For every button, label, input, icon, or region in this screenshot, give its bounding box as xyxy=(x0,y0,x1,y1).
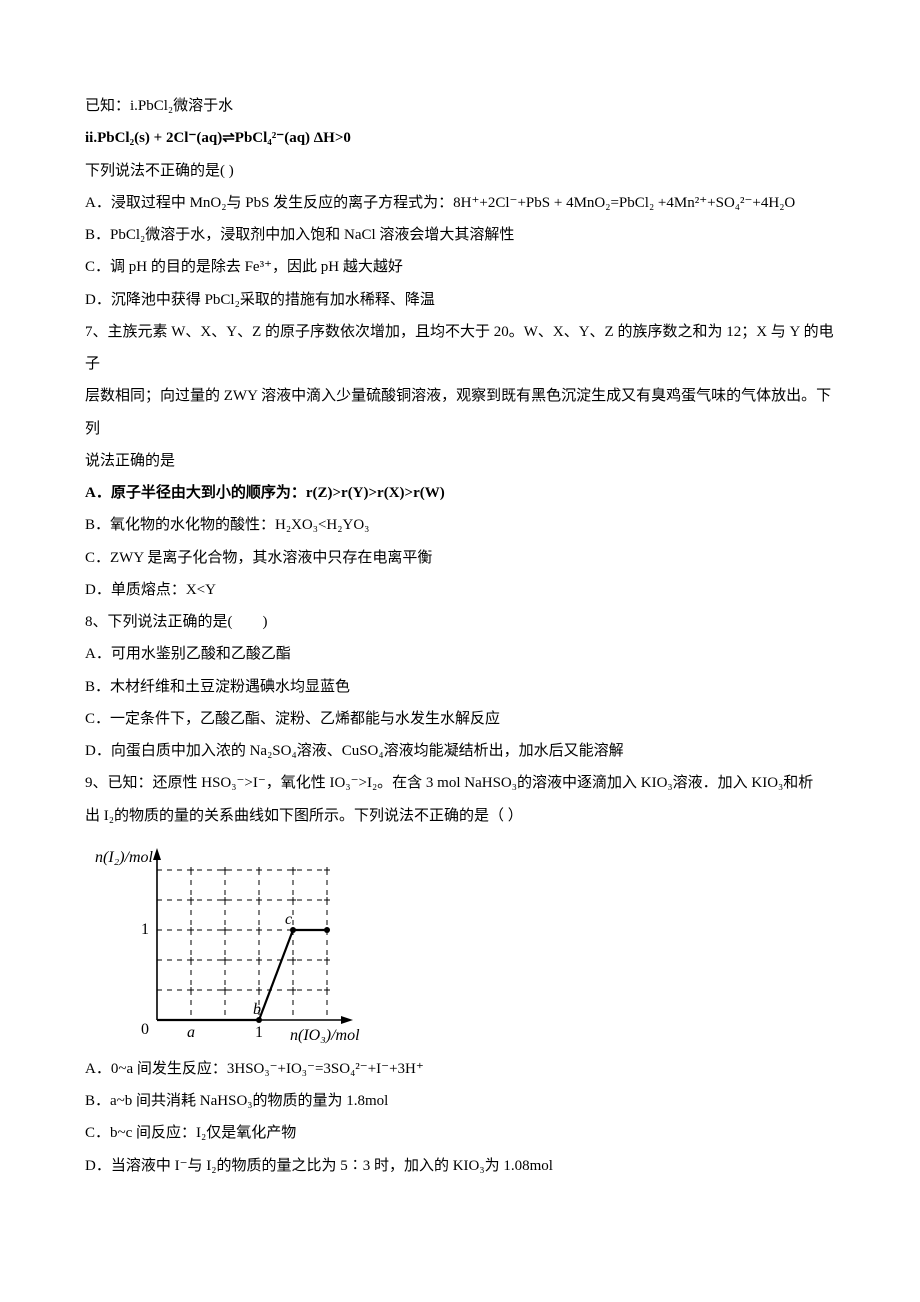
q7-stem-2: 层数相同；向过量的 ZWY 溶液中滴入少量硫酸铜溶液，观察到既有黑色沉淀生成又有… xyxy=(85,380,835,445)
given-line-1: 已知：i.PbCl₂微溶于水 xyxy=(85,90,835,122)
q7-option-c: C．ZWY 是离子化合物，其水溶液中只存在电离平衡 xyxy=(85,542,835,574)
chart-y-label: n(I₂)/mol xyxy=(95,849,154,866)
q9-option-c: C．b~c 间反应：I₂仅是氧化产物 xyxy=(85,1117,835,1149)
q-incorrect: 下列说法不正确的是( ) xyxy=(85,155,835,187)
chart-pt-c: c xyxy=(285,911,292,928)
q7-option-a: A．原子半径由大到小的顺序为：r(Z)>r(Y)>r(X)>r(W) xyxy=(85,477,835,509)
chart-x-label: n(IO₃)/mol xyxy=(290,1027,360,1044)
chart-pt-b: b xyxy=(253,1001,261,1018)
q7-option-b: B．氧化物的水化物的酸性：H₂XO₃<H₂YO₃ xyxy=(85,509,835,541)
q9-option-a: A．0~a 间发生反应：3HSO₃⁻+IO₃⁻=3SO₄²⁻+I⁻+3H⁺ xyxy=(85,1053,835,1085)
q6-option-b: B．PbCl₂微溶于水，浸取剂中加入饱和 NaCl 溶液会增大其溶解性 xyxy=(85,219,835,251)
chart-x-a: a xyxy=(187,1024,195,1041)
given-line-2: ii.PbCl₂(s) + 2Cl⁻(aq)⇌PbCl₄²⁻(aq) ΔH>0 xyxy=(85,122,835,154)
q8-option-d: D．向蛋白质中加入浓的 Na₂SO₄溶液、CuSO₄溶液均能凝结析出，加水后又能… xyxy=(85,735,835,767)
q8-option-b: B．木材纤维和土豆淀粉遇碘水均显蓝色 xyxy=(85,671,835,703)
q6-option-c: C．调 pH 的目的是除去 Fe³⁺，因此 pH 越大越好 xyxy=(85,251,835,283)
q7-option-d: D．单质熔点：X<Y xyxy=(85,574,835,606)
q9-stem-1: 9、已知：还原性 HSO₃⁻>I⁻，氧化性 IO₃⁻>I₂。在含 3 mol N… xyxy=(85,767,835,799)
q9-stem-2: 出 I₂的物质的量的关系曲线如下图所示。下列说法不正确的是（ ） xyxy=(85,800,835,832)
chart-y-tick-1: 1 xyxy=(141,921,149,938)
q9-chart: n(I₂)/mol 1 0 a 1 b c n(IO₃)/mol xyxy=(95,840,365,1045)
q6-option-d: D．沉降池中获得 PbCl₂采取的措施有加水稀释、降温 xyxy=(85,284,835,316)
q8-stem: 8、下列说法正确的是( ) xyxy=(85,606,835,638)
q7-stem-3: 说法正确的是 xyxy=(85,445,835,477)
chart-origin: 0 xyxy=(141,1021,149,1038)
q6-option-a: A．浸取过程中 MnO₂与 PbS 发生反应的离子方程式为：8H⁺+2Cl⁻+P… xyxy=(85,187,835,219)
chart-x-1: 1 xyxy=(255,1024,263,1041)
q8-option-a: A．可用水鉴别乙酸和乙酸乙酯 xyxy=(85,638,835,670)
q8-option-c: C．一定条件下，乙酸乙酯、淀粉、乙烯都能与水发生水解反应 xyxy=(85,703,835,735)
q9-option-d: D．当溶液中 I⁻与 I₂的物质的量之比为 5∶3 时，加入的 KIO₃为 1.… xyxy=(85,1150,835,1182)
q7-stem-1: 7、主族元素 W、X、Y、Z 的原子序数依次增加，且均不大于 20。W、X、Y、… xyxy=(85,316,835,381)
q9-option-b: B．a~b 间共消耗 NaHSO₃的物质的量为 1.8mol xyxy=(85,1085,835,1117)
q9-chart-svg: n(I₂)/mol 1 0 a 1 b c n(IO₃)/mol xyxy=(95,840,365,1045)
